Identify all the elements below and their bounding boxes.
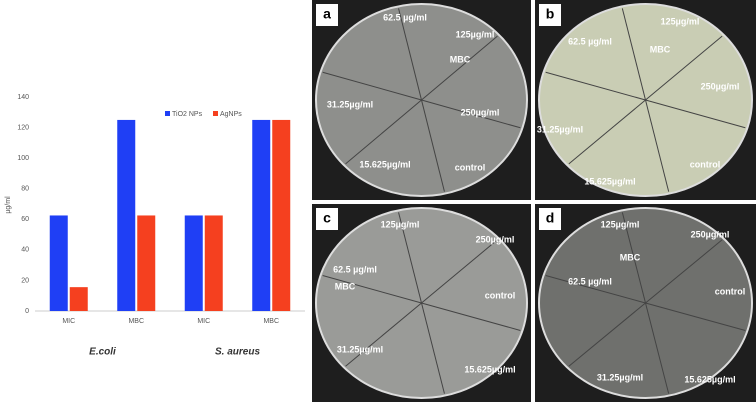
panel-letter: b [546,6,555,22]
bar [252,119,271,311]
sector-line [421,35,498,101]
plate-label: control [715,286,746,296]
bar [69,287,88,311]
y-tick-label: 0 [25,308,29,315]
y-tick-label: 120 [17,124,29,131]
plate-label: 250µg/ml [461,107,500,117]
y-tick-label: 60 [21,216,29,223]
panel-letter: a [323,6,331,22]
bar [272,119,291,311]
plate-label: 31.25µg/ml [597,372,643,382]
plate-label: MBC [650,44,671,54]
plate-label: 31.25µg/ml [337,344,383,354]
sector-line [545,275,646,304]
plate-label: MBC [335,281,356,291]
bar [49,215,68,311]
x-tick-label: MBC [128,318,144,325]
plate-label: 15.625µg/ml [584,176,635,186]
sector-line [345,99,422,165]
plate-label: 125µg/ml [661,16,700,26]
y-axis-label: µg/ml [5,196,12,214]
plate-label: MBC [450,54,471,64]
plate-label: MBC [620,252,641,262]
y-tick-label: 40 [21,247,29,254]
bar [204,215,223,311]
plate-label: 31.25µg/ml [327,99,373,109]
sector-line [621,212,646,304]
sector-line [421,302,445,394]
panel-letter: c [323,210,331,226]
bar [137,215,156,311]
plate-label: 31.25µg/ml [537,124,583,134]
bar [117,119,136,311]
legend-swatch [165,111,170,116]
legend-label: AgNPs [220,111,242,118]
y-tick-label: 140 [17,94,29,101]
group-label: E.coli [89,347,116,358]
panel-letter-box [316,208,338,230]
sector-line [645,302,670,394]
sector-line [645,239,723,304]
plate-label: 15.625µg/ml [684,374,735,384]
sector-line [645,302,746,331]
plate-label: 125µg/ml [381,219,420,229]
y-tick-label: 20 [21,277,29,284]
plate-label: 62.5 µg/ml [383,12,427,22]
plate-label: 125µg/ml [456,29,495,39]
plate-label: 62.5 µg/ml [568,36,612,46]
sector-line [322,71,422,101]
panel-letter-box [316,4,338,26]
plate-label: 62.5 µg/ml [568,276,612,286]
panel-letter-box [539,208,561,230]
plate-label: 250µg/ml [701,81,740,91]
plate-label: 125µg/ml [601,219,640,229]
sector-line [621,8,646,101]
sector-line [545,71,646,101]
sector-line [345,302,422,367]
legend-swatch [213,111,218,116]
plate-label: control [485,290,516,300]
x-tick-label: MBC [263,318,279,325]
plate-label: 15.625µg/ml [464,364,515,374]
sector-line [322,275,422,304]
legend-label: TiO2 NPs [172,111,203,118]
sector-line [421,239,498,304]
plate-label: 15.625µg/ml [359,159,410,169]
sector-line [421,302,521,331]
sector-line [421,99,521,129]
bar [184,215,203,311]
plate-label: control [455,162,486,172]
sector-line [421,99,445,192]
plate-label: 250µg/ml [476,234,515,244]
panel-letter-box [539,4,561,26]
panel-letter: d [546,210,555,226]
sector-line [645,35,723,101]
sector-line [645,99,670,192]
plate-label: 62.5 µg/ml [333,264,377,274]
sector-line [398,8,422,101]
y-tick-label: 100 [17,155,29,162]
plate-label: 250µg/ml [691,229,730,239]
sector-line [645,99,746,129]
group-label: S. aureus [215,347,260,358]
y-tick-label: 80 [21,186,29,193]
sector-line [568,302,646,367]
x-tick-label: MIC [62,318,75,325]
x-tick-label: MIC [197,318,210,325]
plate-label: control [690,159,721,169]
sector-line [568,99,646,165]
sector-line [398,212,422,304]
